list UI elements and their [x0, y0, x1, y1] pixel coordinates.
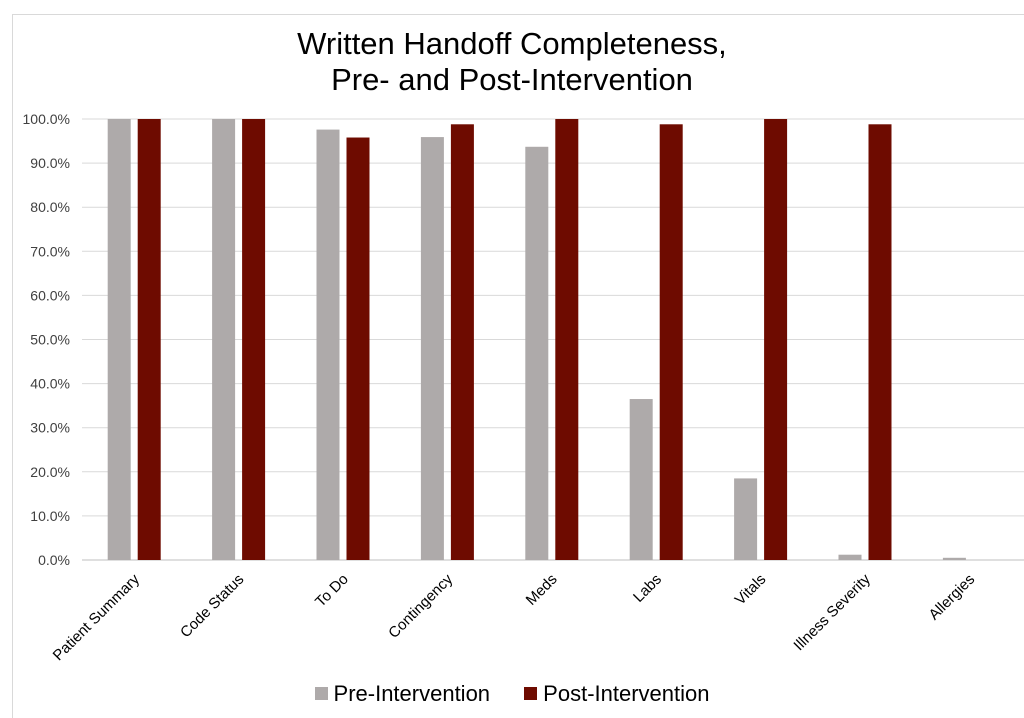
bar-post-intervention: [868, 124, 892, 561]
bar-post-intervention: [137, 119, 161, 560]
bar-post-intervention: [764, 119, 788, 560]
y-tick-label: 10.0%: [30, 508, 70, 524]
x-category-label: To Do: [312, 571, 352, 611]
bar-pre-intervention: [316, 129, 340, 561]
chart-legend: Pre-Intervention Post-Intervention: [0, 681, 1024, 707]
chart-title-line-1: Written Handoff Completeness,: [297, 26, 727, 61]
x-category-label: Vitals: [732, 571, 770, 609]
y-tick-label: 20.0%: [30, 464, 70, 480]
chart-title: Written Handoff Completeness, Pre- and P…: [0, 26, 1024, 98]
bar-post-intervention: [659, 124, 683, 561]
bar-pre-intervention: [420, 137, 444, 560]
x-category-label: Contingency: [385, 570, 456, 641]
x-category-label: Code Status: [177, 571, 247, 641]
bar-pre-intervention: [838, 554, 862, 560]
x-category-label: Patient Summary: [50, 570, 144, 664]
y-tick-label: 40.0%: [30, 376, 70, 392]
bar-pre-intervention: [734, 478, 758, 560]
y-tick-label: 70.0%: [30, 243, 70, 259]
y-tick-label: 0.0%: [38, 552, 70, 568]
bar-post-intervention: [450, 124, 474, 561]
x-category-label: Labs: [630, 571, 665, 606]
bar-pre-intervention: [942, 557, 966, 560]
x-category-label: Meds: [523, 571, 561, 609]
y-tick-label: 90.0%: [30, 155, 70, 171]
y-tick-label: 60.0%: [30, 287, 70, 303]
legend-label-post: Post-Intervention: [543, 681, 710, 706]
y-tick-label: 50.0%: [30, 332, 70, 348]
y-tick-label: 30.0%: [30, 420, 70, 436]
bar-pre-intervention: [107, 119, 131, 560]
bar-post-intervention: [346, 137, 370, 560]
bar-pre-intervention: [212, 119, 236, 560]
bar-post-intervention: [555, 119, 579, 560]
chart-title-line-2: Pre- and Post-Intervention: [331, 62, 693, 97]
y-tick-label: 100.0%: [23, 111, 70, 127]
bar-post-intervention: [242, 119, 266, 560]
bar-pre-intervention: [629, 399, 653, 560]
legend-swatch-post: [524, 686, 538, 700]
legend-swatch-pre: [314, 686, 328, 700]
legend-item-post: Post-Intervention: [524, 681, 709, 707]
legend-item-pre: Pre-Intervention: [314, 681, 491, 707]
bar-pre-intervention: [525, 146, 549, 560]
x-category-label: Illness Severity: [790, 570, 874, 654]
x-category-label: Allergies: [926, 571, 979, 624]
chart-area: [12, 14, 1024, 718]
legend-label-pre: Pre-Intervention: [333, 681, 491, 706]
y-tick-label: 80.0%: [30, 199, 70, 215]
